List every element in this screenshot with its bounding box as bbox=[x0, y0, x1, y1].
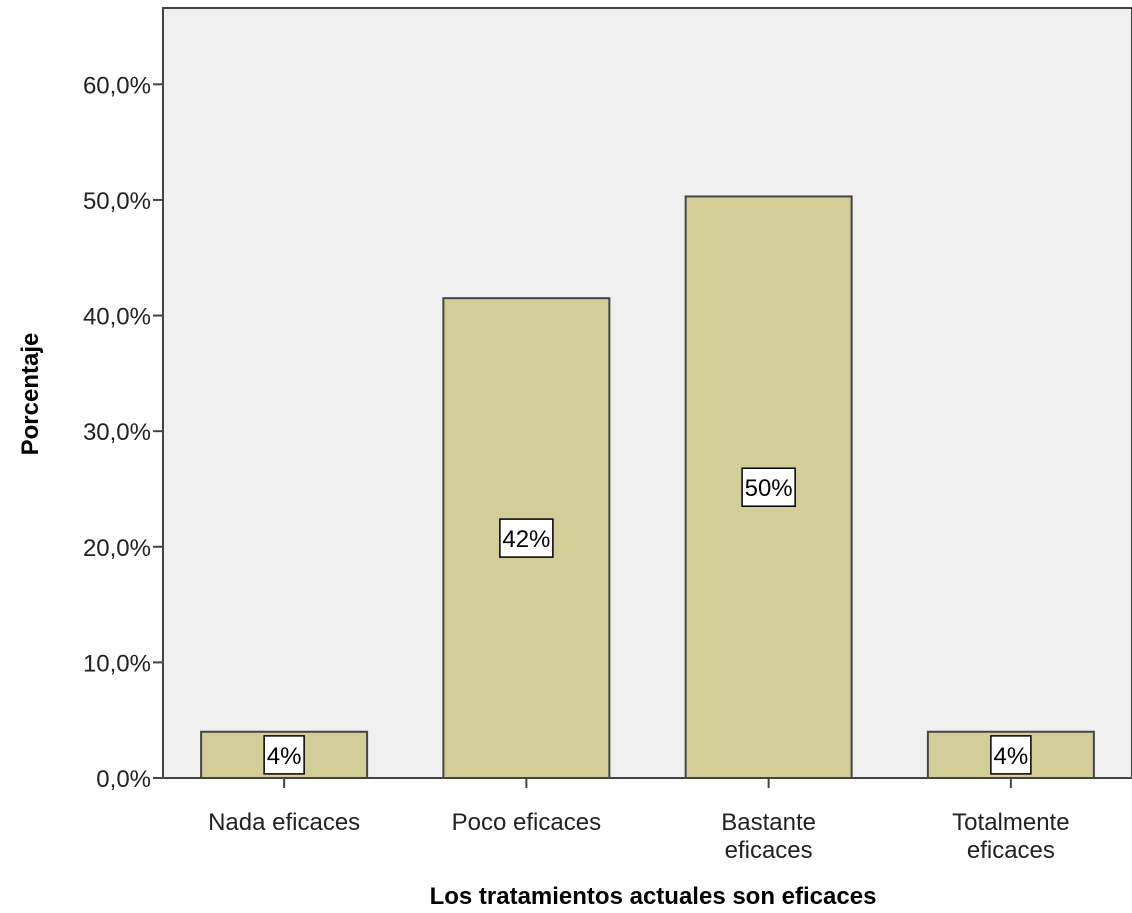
data-label-box bbox=[990, 735, 1032, 775]
data-label: 42% bbox=[502, 526, 550, 553]
x-axis-categories: Nada eficaces Poco eficaces Bastante eficac… bbox=[208, 778, 1070, 864]
y-tick-label: 40,0% bbox=[83, 304, 151, 331]
data-label-box bbox=[741, 467, 796, 507]
y-tick-label: 30,0% bbox=[83, 419, 151, 446]
y-tick-label: 60,0% bbox=[83, 72, 151, 99]
data-label-box bbox=[263, 735, 305, 775]
y-tick-label: 20,0% bbox=[83, 535, 151, 562]
x-category-label: Nada eficaces bbox=[208, 809, 360, 836]
data-label: 50% bbox=[745, 475, 793, 502]
data-label: 4% bbox=[994, 743, 1029, 770]
y-axis-title: Porcentaje bbox=[17, 333, 44, 456]
y-axis-ticks: 0,0% 10,0% 20,0% 30,0% 40,0% 50,0% 60,0% bbox=[83, 72, 163, 793]
y-tick-label: 50,0% bbox=[83, 188, 151, 215]
plot-area bbox=[162, 7, 1132, 779]
x-category-label: Poco eficaces bbox=[452, 809, 601, 836]
y-tick-label: 10,0% bbox=[83, 650, 151, 677]
x-axis-title: Los tratamientos actuales son eficaces bbox=[430, 883, 877, 910]
x-category-label: Bastante eficaces bbox=[721, 809, 816, 864]
data-label-box bbox=[499, 518, 554, 558]
data-label: 4% bbox=[267, 743, 302, 770]
y-tick-label: 0,0% bbox=[96, 766, 151, 793]
x-category-label: Totalmente eficaces bbox=[952, 809, 1069, 864]
